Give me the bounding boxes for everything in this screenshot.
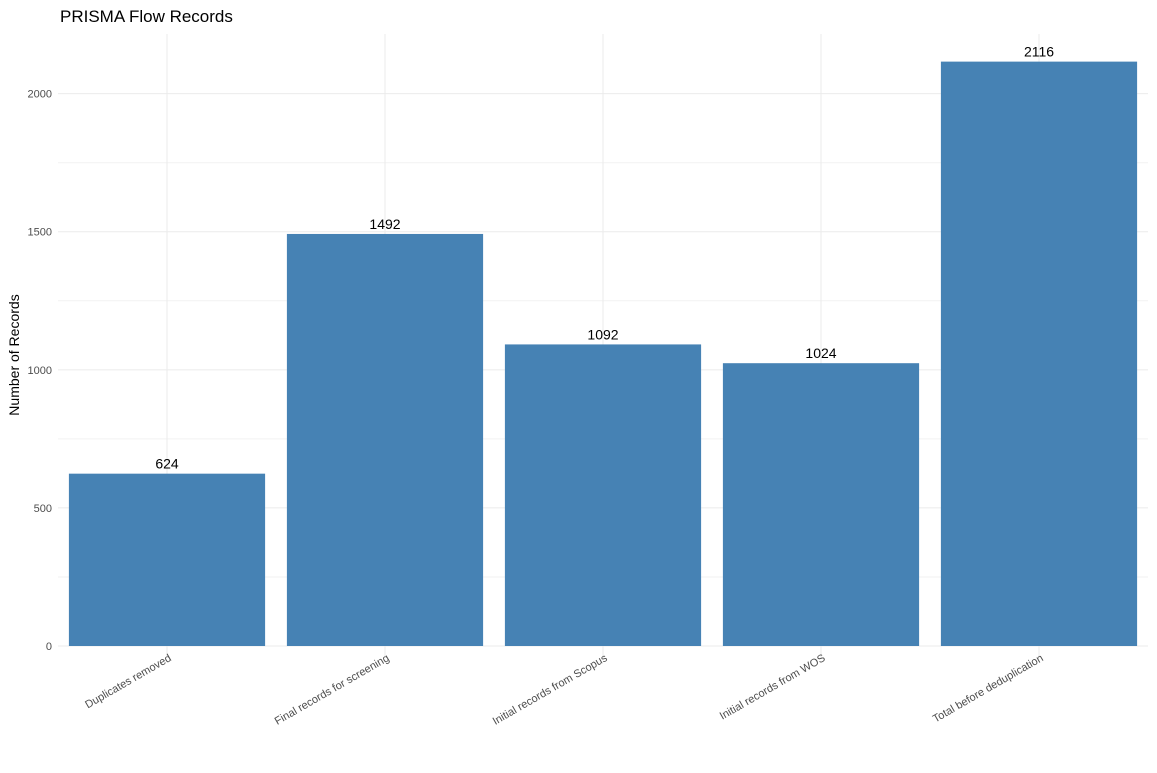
bar-value-label: 1024 <box>805 345 836 361</box>
y-tick-label: 500 <box>34 503 52 515</box>
y-tick-label: 0 <box>46 641 52 653</box>
data-labels: 624 1492 1092 1024 2116 <box>155 44 1054 472</box>
y-axis-title: Number of Records <box>6 294 22 415</box>
chart-title: PRISMA Flow Records <box>60 7 233 26</box>
x-tick-label: Initial records from Scopus <box>491 652 610 728</box>
bar-value-label: 1492 <box>369 216 400 232</box>
x-tick-label: Total before deduplication <box>931 652 1046 725</box>
x-tick-label: Initial records from WOS <box>718 652 828 722</box>
bar <box>722 363 920 646</box>
bar-value-label: 624 <box>155 456 179 472</box>
bar <box>504 344 702 646</box>
y-axis-ticks: 0 500 1000 1500 2000 <box>28 89 52 653</box>
y-tick-label: 1500 <box>28 227 52 239</box>
y-tick-label: 2000 <box>28 89 52 101</box>
bar <box>286 233 484 646</box>
x-tick-label: Final records for screening <box>273 652 392 728</box>
bars <box>68 61 1138 647</box>
bar <box>68 473 266 646</box>
bar-value-label: 2116 <box>1024 44 1054 60</box>
y-tick-label: 1000 <box>28 365 52 377</box>
x-axis-ticks: Duplicates removed Final records for scre… <box>83 652 1045 728</box>
bar <box>940 61 1138 647</box>
x-tick-label: Duplicates removed <box>83 652 173 711</box>
bar-value-label: 1092 <box>587 326 618 342</box>
